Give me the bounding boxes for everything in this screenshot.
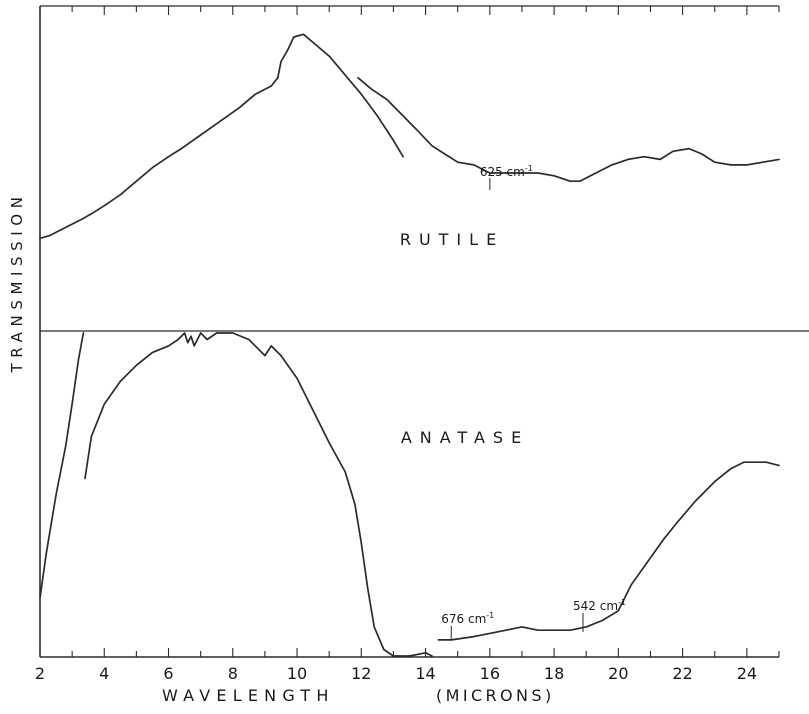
series-line-anatase-2	[84, 332, 433, 657]
x-tick-label: 24	[737, 664, 757, 683]
x-tick-label: 22	[672, 664, 692, 683]
x-axis-label: WAVELENGTH	[162, 686, 335, 705]
panel-label-anatase: ANATASE	[401, 428, 529, 447]
y-axis-label: TRANSMISSION	[8, 191, 26, 373]
x-tick-label: 16	[480, 664, 500, 683]
x-axis-ticks: 2 4 6 8 10 12 14 16 18 20 22 24	[35, 6, 780, 683]
peak-label: 676 cm-1	[441, 611, 494, 626]
x-tick-label: 4	[99, 664, 109, 683]
x-tick-label: 10	[287, 664, 307, 683]
spectrum-series	[39, 33, 780, 657]
x-tick-label: 18	[544, 664, 564, 683]
x-tick-label: 2	[35, 664, 45, 683]
plot-frame	[39, 5, 809, 658]
x-tick-label: 8	[228, 664, 238, 683]
x-tick-label: 12	[351, 664, 371, 683]
chart-labels: TRANSMISSION WAVELENGTH (MICRONS) RUTILE ANA…	[8, 191, 555, 705]
panel-label-rutile: RUTILE	[400, 230, 504, 249]
peak-annotations: 625 cm-1 676 cm-1 542 cm-1	[441, 164, 626, 640]
series-line-anatase-3	[437, 461, 780, 641]
x-tick-label: 6	[163, 664, 173, 683]
peak-label: 625 cm-1	[480, 164, 533, 179]
x-tick-label: 14	[415, 664, 435, 683]
series-line-rutile-2	[357, 76, 780, 183]
x-tick-label: 20	[608, 664, 628, 683]
series-line-rutile-1	[39, 33, 404, 240]
series-line-anatase-1	[39, 332, 85, 599]
peak-label: 542 cm-1	[573, 598, 626, 613]
x-axis-unit-label: (MICRONS)	[436, 686, 555, 705]
